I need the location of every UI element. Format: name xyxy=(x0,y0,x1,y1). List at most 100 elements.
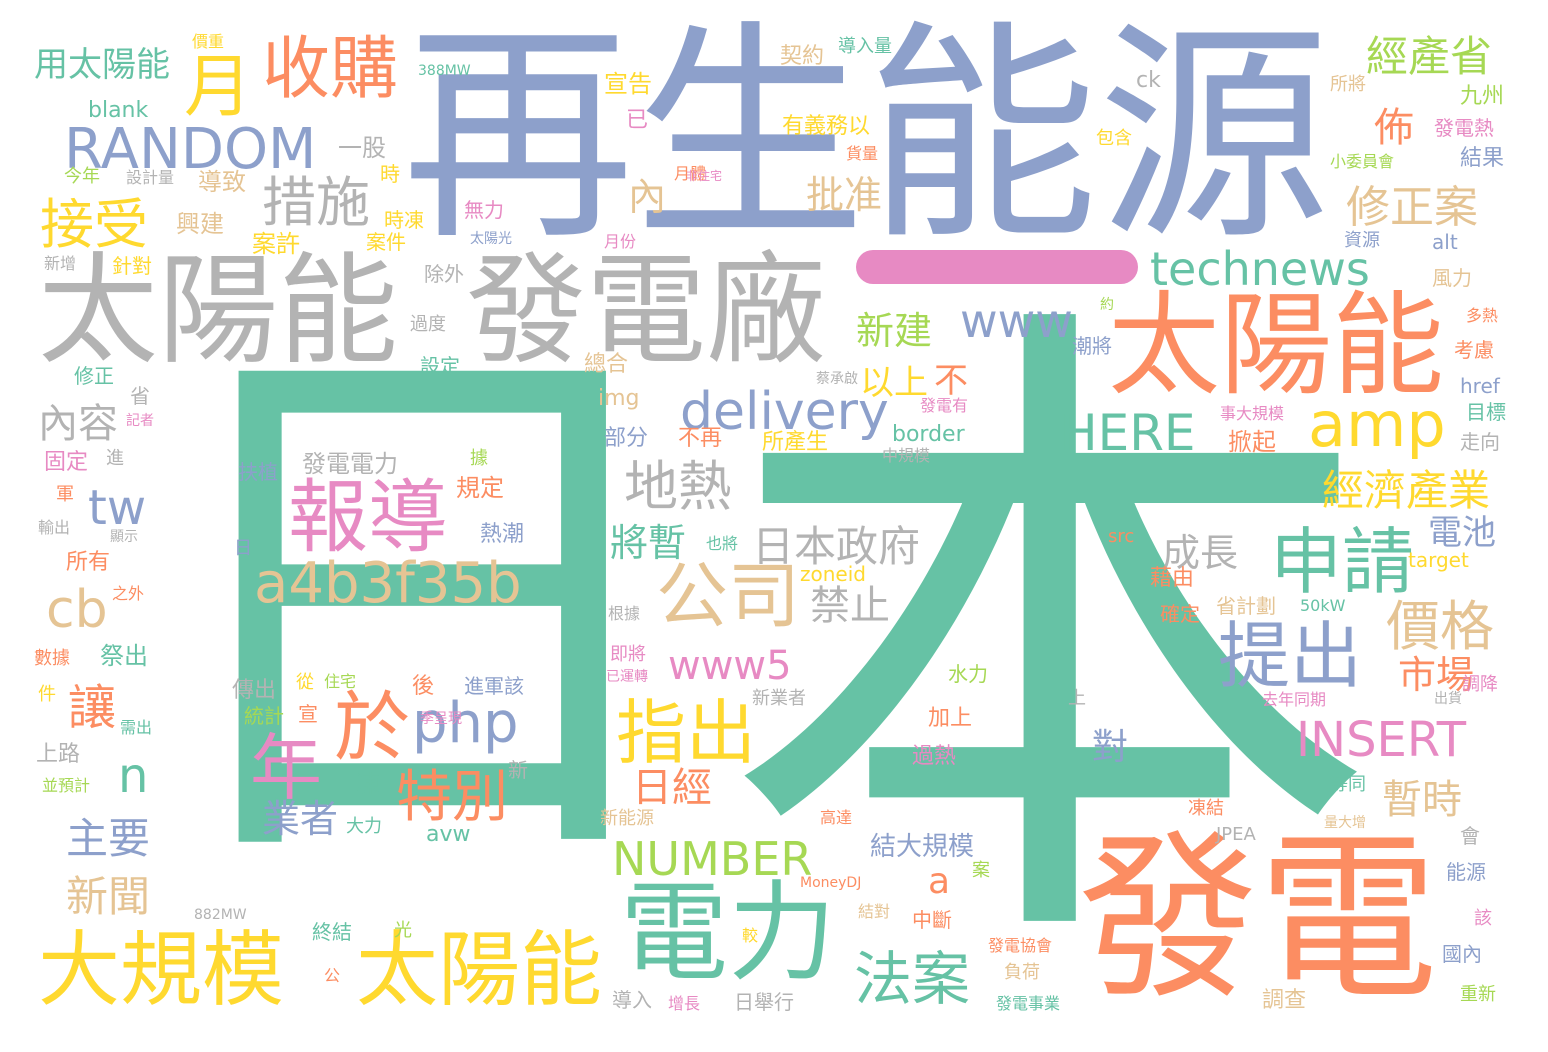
word-small: src xyxy=(1108,526,1135,547)
word-small: 部分 xyxy=(604,426,649,451)
word-small: 非住宅 xyxy=(686,169,723,183)
word-small: 不再 xyxy=(678,426,723,451)
word-small: 上 xyxy=(1068,688,1086,709)
word-small: alt xyxy=(1432,230,1458,254)
word-at: 於 xyxy=(334,683,410,772)
word-n: n xyxy=(118,748,149,804)
word-small: 過度 xyxy=(410,314,446,335)
word-small: 調降 xyxy=(1462,674,1498,695)
word-company: 公司 xyxy=(656,554,801,638)
word-small: 50kW xyxy=(1300,596,1346,615)
word-small: 也將 xyxy=(706,534,739,553)
word-small: 藉由 xyxy=(1150,566,1195,591)
word-small: 結果 xyxy=(1460,146,1505,171)
word-large-scale: 大規模 xyxy=(38,923,285,1018)
word-small: 負荷 xyxy=(1004,962,1040,983)
word-accept: 接受 xyxy=(40,193,148,256)
word-small: 確定 xyxy=(1160,602,1200,626)
word-solar-gray: 太陽能 xyxy=(38,242,398,381)
word-battery: 電池 xyxy=(1428,513,1496,553)
word-small: 今年 xyxy=(64,166,100,187)
word-small: 數據 xyxy=(34,648,70,669)
word-economy-industry: 經濟產業 xyxy=(1322,466,1491,515)
word-propose: 提出 xyxy=(1218,614,1363,698)
word-small: 軍 xyxy=(56,484,74,505)
word-small: 興建 xyxy=(176,210,224,238)
word-www5: www5 xyxy=(668,643,792,689)
word-small: 調查 xyxy=(1262,988,1307,1013)
word-small: 會 xyxy=(1460,824,1480,848)
word-small: 388MW xyxy=(418,63,471,79)
word-small: 光 xyxy=(394,920,412,941)
word-small: 九州 xyxy=(1460,84,1505,109)
word-small: 發電電力 xyxy=(302,450,398,478)
word-new-build: 新建 xyxy=(856,309,933,353)
word-approve: 批准 xyxy=(806,173,883,217)
word-small: 設定 xyxy=(420,354,460,378)
word-amendment: 修正案 xyxy=(1346,182,1478,233)
word-let: 讓 xyxy=(68,680,117,736)
word-geothermal: 地熱 xyxy=(624,455,732,518)
word-measure: 措施 xyxy=(262,171,370,234)
word-small: 高達 xyxy=(820,808,853,827)
word-small: 案 xyxy=(972,860,990,881)
word-small: 月體 xyxy=(674,164,707,183)
word-small: 發電事業 xyxy=(996,994,1061,1013)
word-meti: 經產省 xyxy=(1366,32,1493,81)
word-small: 並預計 xyxy=(42,776,91,795)
word-small: 重新 xyxy=(1460,984,1496,1005)
word-will-pause: 將暫 xyxy=(610,521,687,565)
word-small: 統計 xyxy=(244,704,284,728)
word-a: a xyxy=(928,861,951,902)
word-small: 導入 xyxy=(612,988,652,1012)
word-apply: 申請 xyxy=(1270,520,1415,604)
word-nikkei: 日經 xyxy=(632,765,712,811)
word-small: 走向 xyxy=(1460,430,1500,454)
word-news: 新聞 xyxy=(66,872,151,921)
word-industry-players: 業者 xyxy=(262,797,339,841)
word-small: 已運轉 xyxy=(606,669,648,685)
word-small: 能源 xyxy=(1446,860,1486,884)
word-small: 需出 xyxy=(120,718,153,737)
word-small: 據 xyxy=(470,448,488,469)
word-small: ck xyxy=(1136,68,1161,93)
word-small: 發電有 xyxy=(920,396,969,415)
word-small: 新能源 xyxy=(600,808,654,829)
word-small: 從 xyxy=(296,672,314,693)
word-small: 事大規模 xyxy=(1220,404,1285,423)
word-market: 市場 xyxy=(1398,653,1475,697)
word-toward: 對 xyxy=(1092,727,1129,768)
word-small: 祭出 xyxy=(100,642,148,670)
word-small: 季呈現 xyxy=(420,711,462,727)
word-number: NUMBER xyxy=(612,832,813,886)
word-small: 小委員會 xyxy=(1330,152,1395,171)
word-electricity: 電力 xyxy=(620,871,837,996)
word-small: 出貨 xyxy=(1434,691,1462,707)
word-small: 過熱 xyxy=(912,744,957,769)
word-above: 以上 xyxy=(860,363,928,403)
word-small: 增長 xyxy=(668,994,701,1013)
word-small: zoneid xyxy=(800,562,866,586)
word-small: 導致 xyxy=(198,168,246,196)
word-price: 價格 xyxy=(1386,595,1494,658)
word-small: 總合 xyxy=(584,352,629,377)
word-small: 進軍該 xyxy=(464,674,524,698)
word-small: 潮將 xyxy=(1072,334,1112,358)
word-solar-orange: 太陽能 xyxy=(1108,281,1444,411)
word-small: 針對 xyxy=(112,254,152,278)
word-delivery: delivery xyxy=(680,382,889,442)
word-small: 公 xyxy=(324,966,341,985)
word-small: 資源 xyxy=(1344,230,1380,251)
word-small: 件 xyxy=(38,684,56,705)
word-special: 特別 xyxy=(396,765,508,830)
word-small: 量大增 xyxy=(1324,815,1366,831)
word-small: 日舉行 xyxy=(734,990,794,1014)
word-small: 等同 xyxy=(1330,774,1366,795)
word-small: 進 xyxy=(106,448,124,469)
word-small: 輸出 xyxy=(38,518,71,537)
word-small: border xyxy=(892,422,965,447)
word-small: 月份 xyxy=(604,232,637,251)
word-small: 水力 xyxy=(948,662,988,686)
word-small: 多熱 xyxy=(1466,306,1499,325)
